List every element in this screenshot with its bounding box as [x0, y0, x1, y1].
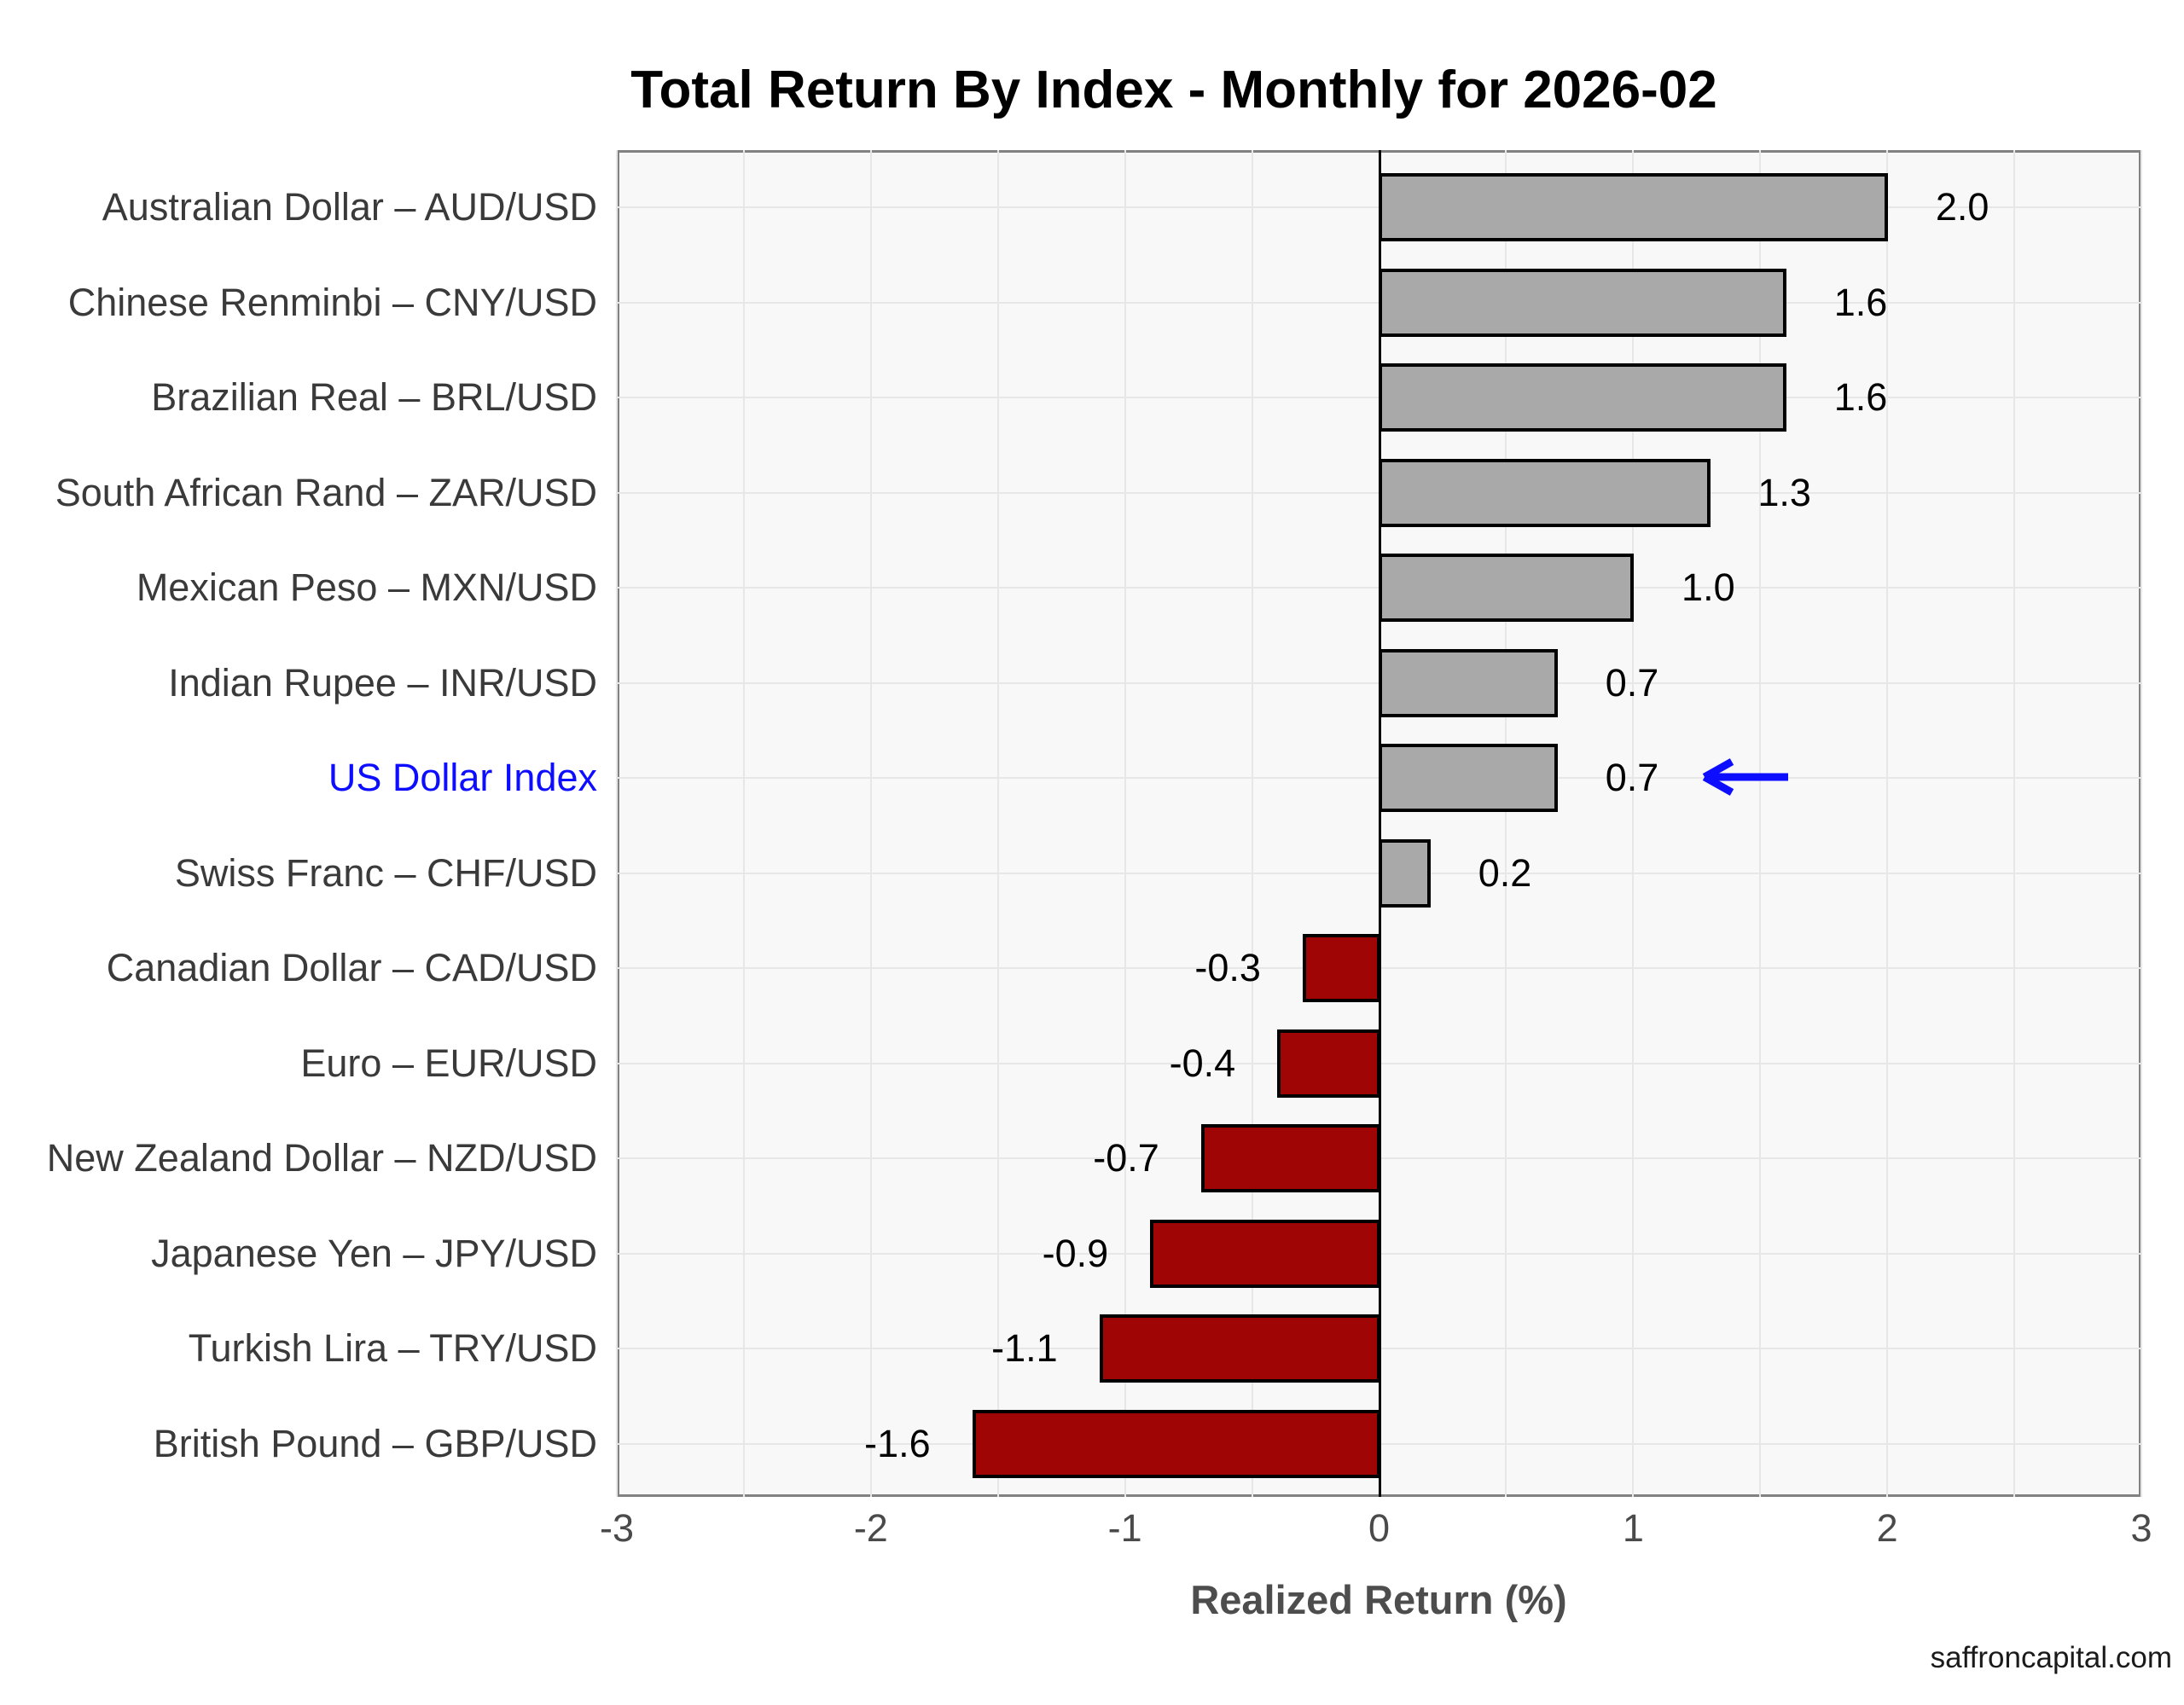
category-label: British Pound – GBP/USD: [153, 1421, 597, 1465]
bar-south-african-rand-zar-usd: [1378, 458, 1711, 527]
category-label: Australian Dollar – AUD/USD: [102, 185, 597, 229]
category-label: Canadian Dollar – CAD/USD: [106, 946, 597, 989]
vertical-gridline: [2140, 150, 2142, 1497]
bar-japanese-yen-jpy-usd: [1150, 1219, 1381, 1288]
vertical-gridline: [996, 150, 999, 1497]
category-label: Euro – EUR/USD: [300, 1041, 597, 1085]
x-tick-label: 2: [1876, 1506, 1898, 1550]
x-tick-label: -2: [853, 1506, 888, 1550]
x-tick-label: 1: [1622, 1506, 1644, 1550]
value-label: -1.6: [864, 1421, 931, 1465]
value-label: 1.6: [1833, 375, 1888, 419]
bar-swiss-franc-chf-usd: [1378, 838, 1432, 908]
category-label: Indian Rupee – INR/USD: [168, 660, 597, 705]
category-label: Japanese Yen – JPY/USD: [151, 1231, 597, 1275]
vertical-gridline: [1124, 150, 1126, 1497]
x-tick-label: 0: [1368, 1506, 1391, 1550]
value-label: -0.9: [1042, 1231, 1109, 1275]
bar-brazilian-real-brl-usd: [1378, 363, 1787, 432]
category-label: New Zealand Dollar – NZD/USD: [46, 1136, 597, 1180]
category-label-highlighted: US Dollar Index: [328, 756, 597, 799]
bar-turkish-lira-try-usd: [1099, 1314, 1381, 1383]
value-label: 1.0: [1682, 565, 1735, 609]
x-tick-label: -3: [599, 1506, 634, 1550]
category-label: Turkish Lira – TRY/USD: [188, 1326, 597, 1370]
chart-title: Total Return By Index - Monthly for 2026…: [630, 61, 1717, 119]
bar-canadian-dollar-cad-usd: [1303, 934, 1381, 1002]
value-label: 0.7: [1605, 660, 1659, 705]
value-label: 0.7: [1605, 756, 1659, 799]
vertical-gridline: [1759, 150, 1762, 1497]
bar-indian-rupee-inr-usd: [1378, 648, 1558, 717]
vertical-gridline: [1632, 150, 1635, 1497]
vertical-gridline: [869, 150, 872, 1497]
x-tick-label: -1: [1107, 1506, 1142, 1550]
x-axis-title: Realized Return (%): [1190, 1577, 1567, 1622]
vertical-gridline: [1251, 150, 1253, 1497]
watermark: saffroncapital.com: [1930, 1641, 2172, 1674]
bar-euro-eur-usd: [1277, 1029, 1381, 1098]
vertical-gridline: [1505, 150, 1507, 1497]
highlight-arrow-icon: [1702, 758, 1788, 796]
bar-chinese-renminbi-cny-usd: [1378, 268, 1787, 337]
value-label: 0.2: [1478, 850, 1532, 895]
bar-british-pound-gbp-usd: [972, 1409, 1381, 1478]
category-label: Mexican Peso – MXN/USD: [136, 565, 597, 609]
value-label: -0.3: [1194, 946, 1261, 989]
value-label: -0.4: [1169, 1041, 1236, 1085]
vertical-gridline: [616, 150, 618, 1497]
vertical-gridline: [1886, 150, 1889, 1497]
vertical-gridline: [742, 150, 745, 1497]
value-label: -1.1: [991, 1326, 1058, 1370]
vertical-gridline: [2013, 150, 2016, 1497]
value-label: -0.7: [1093, 1136, 1159, 1180]
zero-axis-line: [1378, 150, 1381, 1497]
x-tick-label: 3: [2130, 1506, 2152, 1550]
value-label: 1.3: [1757, 470, 1811, 514]
bar-mexican-peso-mxn-usd: [1378, 554, 1635, 622]
category-label: Chinese Renminbi – CNY/USD: [67, 280, 597, 324]
category-label: Swiss Franc – CHF/USD: [174, 850, 597, 895]
bar-us-dollar-index: [1378, 744, 1558, 812]
bar-new-zealand-dollar-nzd-usd: [1201, 1124, 1381, 1192]
bar-australian-dollar-aud-usd: [1378, 173, 1889, 241]
category-label: Brazilian Real – BRL/USD: [151, 375, 597, 419]
category-label: South African Rand – ZAR/USD: [55, 470, 597, 514]
value-label: 1.6: [1833, 280, 1888, 324]
value-label: 2.0: [1935, 185, 1989, 229]
